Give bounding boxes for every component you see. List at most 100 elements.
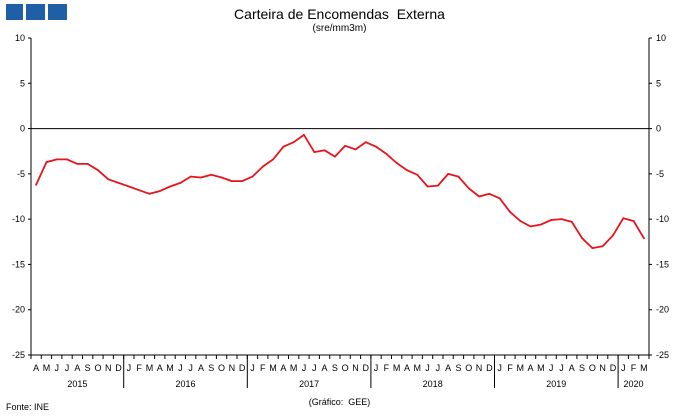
data-point — [375, 145, 377, 148]
data-point — [55, 158, 58, 161]
data-point — [86, 162, 89, 165]
x-month-label: N — [599, 363, 606, 373]
x-month-label: S — [579, 363, 585, 373]
data-point — [642, 237, 645, 240]
x-month-label: A — [445, 363, 451, 373]
data-point — [45, 161, 48, 163]
data-point — [467, 187, 470, 190]
data-point — [210, 173, 213, 176]
x-month-label: D — [486, 363, 493, 373]
x-month-label: M — [640, 363, 648, 373]
data-point — [169, 185, 171, 188]
x-month-label: A — [198, 363, 204, 373]
x-month-label: F — [631, 363, 637, 373]
data-point — [385, 153, 388, 155]
x-month-label: J — [178, 363, 183, 373]
x-month-label: A — [33, 363, 39, 373]
data-point — [457, 175, 460, 178]
data-point — [591, 247, 594, 250]
x-month-label: O — [218, 363, 225, 373]
data-point — [261, 165, 264, 168]
y-tick-label-left: 5 — [20, 78, 25, 88]
x-year-label: 2015 — [67, 379, 87, 389]
x-month-label: N — [229, 363, 236, 373]
data-point — [570, 220, 573, 223]
y-tick-label-right: -25 — [656, 350, 669, 360]
x-month-label: M — [43, 363, 51, 373]
credit-label: (Gráfico: GEE) — [308, 397, 371, 407]
data-point — [97, 169, 99, 172]
x-month-label: F — [260, 363, 266, 373]
data-point — [148, 192, 151, 195]
data-point — [581, 237, 583, 240]
x-month-label: J — [127, 363, 132, 373]
x-month-label: M — [393, 363, 401, 373]
x-month-label: J — [65, 363, 70, 373]
data-point — [447, 172, 450, 175]
x-month-label: M — [290, 363, 298, 373]
data-point — [509, 210, 511, 213]
x-month-label: M — [166, 363, 174, 373]
data-point — [127, 185, 130, 188]
data-point — [66, 158, 68, 161]
x-month-label: J — [250, 363, 255, 373]
x-month-label: N — [105, 363, 112, 373]
x-month-label: M — [517, 363, 525, 373]
x-month-label: A — [280, 363, 286, 373]
data-point — [333, 155, 336, 158]
x-year-label: 2017 — [299, 379, 319, 389]
data-point — [344, 144, 347, 147]
chart-title: Carteira de Encomendas Externa — [234, 6, 445, 22]
x-month-label: J — [374, 363, 379, 373]
data-point — [200, 176, 202, 179]
data-point — [35, 183, 38, 186]
y-tick-label-right: 5 — [656, 78, 661, 88]
x-month-label: A — [528, 363, 534, 373]
x-year-label: 2019 — [546, 379, 566, 389]
y-tick-label-left: -15 — [12, 259, 25, 269]
x-month-label: O — [94, 363, 101, 373]
x-year-label: 2018 — [423, 379, 443, 389]
data-point — [539, 223, 542, 226]
data-point — [117, 182, 120, 184]
logo-block-1 — [6, 4, 23, 20]
x-month-label: S — [455, 363, 461, 373]
y-tick-label-left: -5 — [17, 169, 25, 179]
data-point — [436, 184, 439, 187]
data-point — [478, 195, 480, 198]
data-point — [189, 175, 192, 178]
x-month-label: A — [569, 363, 575, 373]
x-month-label: D — [115, 363, 122, 373]
data-point — [220, 176, 223, 179]
data-point — [76, 162, 79, 165]
x-month-label: J — [188, 363, 193, 373]
x-month-label: D — [610, 363, 617, 373]
y-tick-label-right: 0 — [656, 124, 661, 134]
data-point — [560, 218, 563, 221]
data-point — [416, 173, 419, 176]
y-tick-label-right: -20 — [656, 305, 669, 315]
data-point — [529, 225, 532, 228]
series-line — [35, 133, 645, 250]
x-month-label: F — [136, 363, 142, 373]
x-month-label: M — [146, 363, 154, 373]
y-tick-label-left: -25 — [12, 350, 25, 360]
x-year-label: 2016 — [175, 379, 195, 389]
x-month-label: M — [537, 363, 545, 373]
y-tick-label-left: 0 — [20, 124, 25, 134]
logo-block-3 — [48, 4, 67, 20]
data-point — [395, 162, 398, 164]
x-month-label: J — [549, 363, 554, 373]
y-tick-label-left: -10 — [12, 214, 25, 224]
x-month-label: S — [85, 363, 91, 373]
x-month-label: O — [589, 363, 596, 373]
data-point — [406, 169, 408, 172]
y-tick-label-left: 10 — [15, 33, 25, 43]
x-month-label: A — [157, 363, 163, 373]
data-point — [292, 141, 295, 144]
data-point — [272, 158, 274, 161]
data-point — [612, 234, 614, 237]
data-point — [158, 190, 161, 192]
x-month-label: M — [269, 363, 277, 373]
